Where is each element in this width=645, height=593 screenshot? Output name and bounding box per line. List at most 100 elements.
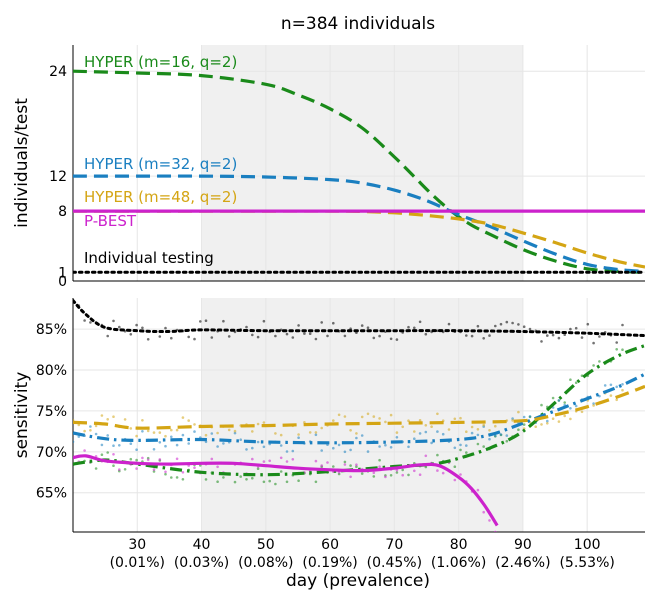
scatter-point [476, 428, 480, 431]
scatter-point [297, 479, 300, 483]
scatter-point [389, 413, 393, 417]
scatter-point [146, 429, 150, 433]
scatter-point [135, 323, 138, 327]
scatter-point [245, 478, 248, 481]
scatter-point [372, 475, 376, 478]
scatter-point [112, 464, 115, 468]
y-tick-label: 65% [36, 486, 67, 502]
scatter-point [320, 321, 324, 324]
scatter-point [488, 519, 491, 522]
scatter-point [314, 431, 318, 434]
scatter-point [274, 482, 277, 486]
scatter-point [574, 381, 578, 385]
scatter-point [204, 319, 208, 323]
scatter-point [118, 325, 121, 329]
scatter-point [598, 360, 601, 363]
scatter-point [436, 430, 439, 433]
scatter-point [112, 453, 115, 456]
scatter-point [279, 470, 283, 473]
scatter-point [621, 323, 624, 327]
scatter-point [569, 327, 572, 331]
scatter-point [603, 384, 607, 387]
scatter-point [372, 415, 376, 418]
scatter-point [349, 429, 352, 432]
scatter-point [372, 336, 376, 340]
scatter-point [141, 430, 144, 433]
scatter-point [94, 424, 98, 428]
scatter-point [216, 465, 219, 469]
scatter-point [227, 428, 231, 432]
y-tick-label: 8 [58, 204, 67, 220]
scatter-point [569, 407, 572, 410]
x-tick-prevalence: (1.06%) [431, 555, 486, 571]
y-axis-label: sensitivity [12, 372, 32, 459]
scatter-point [112, 444, 115, 448]
scatter-point [615, 385, 618, 389]
scatter-point [268, 479, 272, 483]
scatter-point [285, 480, 289, 484]
scatter-point [528, 415, 532, 418]
scatter-point [389, 337, 393, 341]
scatter-point [135, 434, 138, 438]
scatter-point [441, 471, 445, 475]
shaded-region [201, 45, 523, 281]
scatter-point [413, 469, 416, 473]
scatter-point [615, 348, 618, 351]
scatter-point [262, 460, 266, 463]
scatter-point [476, 433, 480, 437]
scatter-point [418, 419, 422, 422]
plot-area [73, 299, 645, 532]
scatter-point [621, 383, 624, 386]
scatter-point [279, 433, 283, 437]
scatter-point [210, 336, 214, 339]
x-tick-label: 40 [193, 537, 211, 553]
scatter-point [511, 417, 514, 420]
scatter-point [285, 450, 289, 453]
scatter-point [129, 333, 133, 336]
scatter-point [106, 334, 109, 338]
x-tick-prevalence: (2.46%) [495, 555, 550, 571]
scatter-point [424, 424, 428, 427]
scatter-point [407, 473, 410, 477]
scatter-point [216, 431, 219, 435]
scatter-point [83, 449, 86, 452]
scatter-point [546, 419, 549, 423]
scatter-point [227, 335, 231, 338]
x-tick-prevalence: (5.53%) [559, 555, 614, 571]
scatter-point [355, 436, 358, 440]
scatter-point [366, 412, 370, 416]
scatter-point [511, 419, 514, 422]
scatter-point [459, 473, 462, 476]
x-tick-prevalence: (0.19%) [302, 555, 357, 571]
scatter-point [574, 404, 578, 408]
scatter-point [494, 434, 497, 438]
scatter-point [395, 471, 399, 474]
scatter-point [129, 442, 133, 446]
scatter-point [360, 472, 364, 475]
scatter-point [320, 426, 324, 430]
scatter-point [349, 464, 352, 467]
scatter-point [245, 325, 248, 329]
scatter-point [592, 404, 595, 407]
scatter-point [187, 442, 190, 445]
scatter-point [175, 428, 179, 432]
x-tick-label: 100 [574, 537, 601, 553]
scatter-point [459, 448, 462, 452]
scatter-point [204, 478, 208, 481]
scatter-point [378, 334, 381, 338]
scatter-point [285, 332, 289, 336]
scatter-point [170, 428, 173, 432]
scatter-point [517, 428, 520, 432]
scatter-point [621, 348, 624, 352]
scatter-point [436, 453, 439, 457]
scatter-point [540, 423, 543, 426]
scatter-point [135, 458, 138, 462]
scatter-point [343, 415, 347, 418]
scatter-point [268, 459, 272, 463]
scatter-point [349, 448, 352, 452]
scatter-point [256, 440, 260, 444]
scatter-point [401, 425, 405, 429]
scatter-point [187, 335, 190, 339]
x-tick-label: 50 [257, 537, 275, 553]
scatter-point [94, 432, 98, 436]
